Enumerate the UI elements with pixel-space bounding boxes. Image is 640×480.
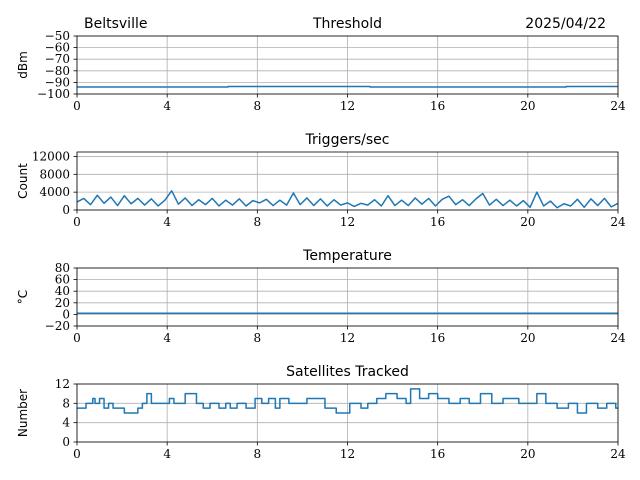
- series-line-1: [77, 388, 618, 414]
- y-tick-label: −50: [45, 29, 70, 43]
- panel-2: 0 4 8 12 16 20 24 0 4000 8000 12000 Triggers/sec Cou…: [16, 132, 626, 229]
- panel-4: 0 4 8 12 16 20 24 0 4 8 12 Satellites Tracked Number: [16, 364, 626, 461]
- x-tick-label: 0: [73, 447, 81, 461]
- y-tick-label: 0: [62, 203, 70, 217]
- y-tick-label: 8: [62, 396, 70, 410]
- x-tick-label: 20: [520, 99, 535, 113]
- x-tick-label: 4: [163, 331, 171, 345]
- x-tick-label: 16: [430, 447, 445, 461]
- x-tick-label: 0: [73, 99, 81, 113]
- y-tick-label: 12000: [32, 149, 70, 163]
- y-tick-label: 4: [62, 416, 70, 430]
- y-tick-label: 4000: [39, 185, 70, 199]
- y-axis-label: Count: [16, 163, 30, 199]
- x-tick-label: 16: [430, 331, 445, 345]
- x-tick-label: 0: [73, 215, 81, 229]
- y-axis-label: Number: [16, 389, 30, 437]
- x-tick-label: 12: [340, 331, 355, 345]
- y-tick-label: 40: [55, 284, 70, 298]
- header-date: 2025/04/22: [525, 16, 606, 32]
- y-tick-label: 0: [62, 435, 70, 449]
- y-tick-label: 60: [55, 273, 70, 287]
- y-tick-label: −70: [45, 52, 70, 66]
- panel-title: Triggers/sec: [305, 132, 390, 148]
- x-tick-label: 4: [163, 215, 171, 229]
- y-tick-label: −90: [45, 75, 70, 89]
- y-tick-label: −100: [37, 87, 70, 101]
- x-tick-label: 8: [254, 215, 262, 229]
- y-tick-label: −80: [45, 64, 70, 78]
- y-tick-label: 12: [55, 377, 70, 391]
- x-tick-label: 4: [163, 447, 171, 461]
- x-tick-label: 24: [610, 215, 626, 229]
- x-tick-label: 8: [254, 331, 262, 345]
- x-tick-label: 16: [430, 99, 445, 113]
- y-axis-label: dBm: [16, 51, 30, 79]
- x-tick-label: 24: [610, 331, 626, 345]
- series-line-1: [77, 190, 618, 209]
- y-tick-label: 0: [62, 307, 70, 321]
- x-tick-label: 12: [340, 447, 355, 461]
- x-tick-label: 16: [430, 215, 445, 229]
- x-tick-label: 20: [520, 331, 535, 345]
- x-tick-label: 8: [254, 447, 262, 461]
- panel-title: Temperature: [302, 248, 392, 264]
- panel-title: Threshold: [312, 16, 382, 32]
- panel-title: Satellites Tracked: [286, 364, 409, 380]
- y-tick-label: −20: [45, 319, 70, 333]
- x-tick-label: 12: [340, 215, 355, 229]
- x-tick-label: 0: [73, 331, 81, 345]
- x-tick-label: 20: [520, 447, 535, 461]
- y-tick-label: −60: [45, 41, 70, 55]
- y-tick-label: 20: [55, 296, 70, 310]
- header-location: Beltsville: [84, 16, 147, 32]
- y-tick-label: 8000: [39, 167, 70, 181]
- x-tick-label: 8: [254, 99, 262, 113]
- y-tick-label: 80: [55, 261, 70, 275]
- x-tick-label: 24: [610, 447, 626, 461]
- x-tick-label: 20: [520, 215, 535, 229]
- x-tick-label: 4: [163, 99, 171, 113]
- chart-panels: 0 4 8 12 16 20 24 −100−90−80−70−60−50 Threshold d…: [16, 16, 626, 461]
- x-tick-label: 24: [610, 99, 626, 113]
- x-tick-label: 12: [340, 99, 355, 113]
- series-line-1: [77, 85, 618, 88]
- y-axis-label: °C: [16, 290, 30, 304]
- panel-1: 0 4 8 12 16 20 24 −100−90−80−70−60−50 Threshold d…: [16, 16, 626, 113]
